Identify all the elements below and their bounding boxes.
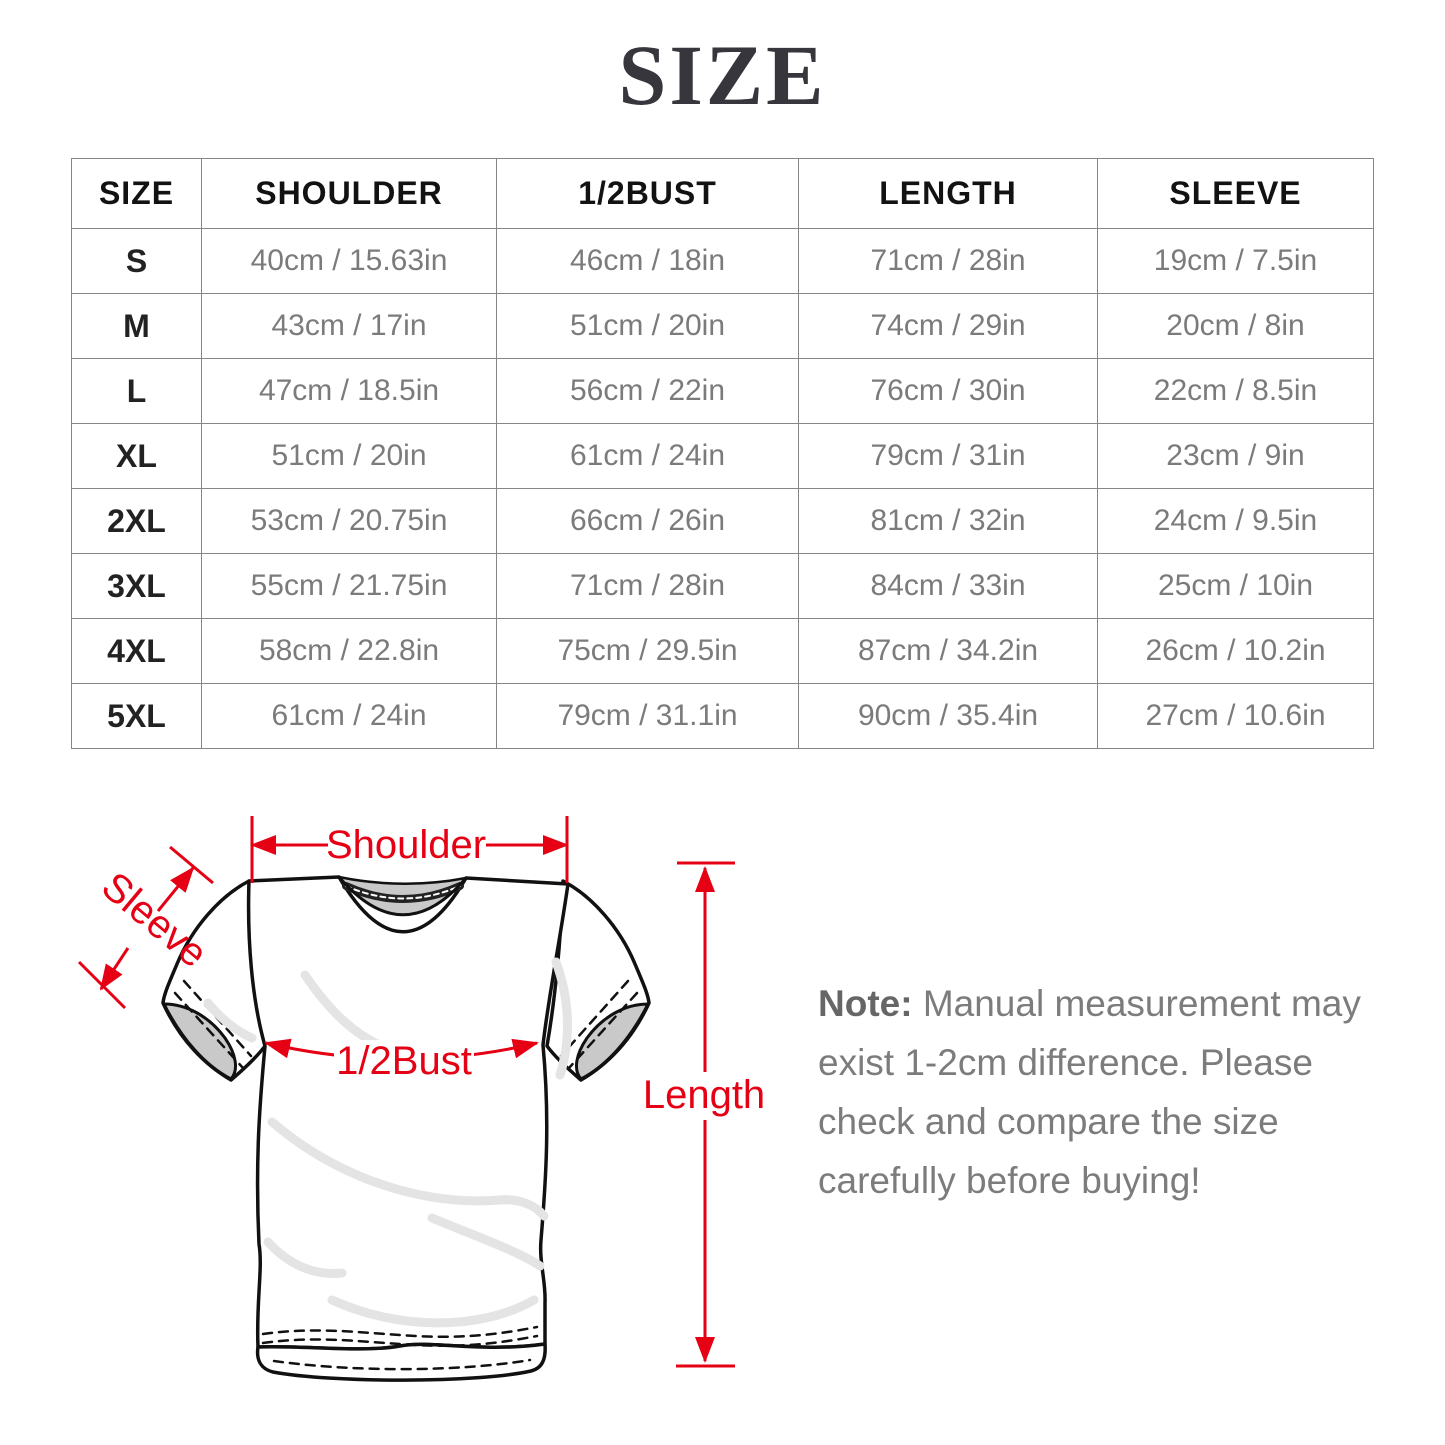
note-line: carefully before buying! [818, 1160, 1201, 1201]
length-arrow [643, 861, 767, 1368]
column-header-shoulder: SHOULDER [201, 158, 497, 229]
size-label: XL [71, 423, 202, 489]
tshirt-right-sleeve [545, 879, 651, 1082]
table-row: 5XL 61cm / 24in 79cm / 31.1in 90cm / 35.… [71, 683, 1374, 749]
shoulder-value: 58cm / 22.8in [201, 618, 497, 684]
shoulder-value: 43cm / 17in [201, 293, 497, 359]
sleeve-arrow [77, 845, 214, 1010]
sleeve-value: 27cm / 10.6in [1097, 683, 1374, 749]
column-header-length: LENGTH [798, 158, 1098, 229]
bust-value: 66cm / 26in [496, 488, 799, 554]
length-value: 79cm / 31in [798, 423, 1098, 489]
note-line: Note: Manual measurement may [818, 974, 1408, 1033]
size-table: SIZE SHOULDER 1/2BUST LENGTH SLEEVE S 40… [71, 158, 1374, 749]
sleeve-value: 24cm / 9.5in [1097, 488, 1374, 554]
shoulder-value: 40cm / 15.63in [201, 228, 497, 294]
bust-value: 51cm / 20in [496, 293, 799, 359]
column-header-bust: 1/2BUST [496, 158, 799, 229]
table-row: L 47cm / 18.5in 56cm / 22in 76cm / 30in … [71, 358, 1374, 424]
size-label: L [71, 358, 202, 424]
table-row: 4XL 58cm / 22.8in 75cm / 29.5in 87cm / 3… [71, 618, 1374, 684]
note-line: exist 1-2cm difference. Please [818, 1042, 1313, 1083]
shoulder-value: 53cm / 20.75in [201, 488, 497, 554]
sleeve-value: 26cm / 10.2in [1097, 618, 1374, 684]
length-value: 74cm / 29in [798, 293, 1098, 359]
tshirt-measurement-diagram: Shoulder Sleeve 1/2Bust Le [77, 816, 767, 1382]
size-label: S [71, 228, 202, 294]
bust-label: 1/2Bust [336, 1039, 472, 1083]
length-value: 76cm / 30in [798, 358, 1098, 424]
length-label: Length [643, 1073, 765, 1117]
sleeve-value: 25cm / 10in [1097, 553, 1374, 619]
length-value: 90cm / 35.4in [798, 683, 1098, 749]
tshirt-illustration [161, 875, 651, 1382]
tshirt-body [246, 875, 570, 1351]
table-row: XL 51cm / 20in 61cm / 24in 79cm / 31in 2… [71, 423, 1374, 489]
sleeve-value: 19cm / 7.5in [1097, 228, 1374, 294]
size-label: 3XL [71, 553, 202, 619]
bust-value: 61cm / 24in [496, 423, 799, 489]
length-value: 84cm / 33in [798, 553, 1098, 619]
table-row: 3XL 55cm / 21.75in 71cm / 28in 84cm / 33… [71, 553, 1374, 619]
shoulder-value: 51cm / 20in [201, 423, 497, 489]
sleeve-label: Sleeve [93, 864, 215, 976]
tshirt-collar [337, 875, 468, 917]
bust-value: 79cm / 31.1in [496, 683, 799, 749]
table-row: S 40cm / 15.63in 46cm / 18in 71cm / 28in… [71, 228, 1374, 294]
length-value: 81cm / 32in [798, 488, 1098, 554]
bust-value: 75cm / 29.5in [496, 618, 799, 684]
tshirt-hem [255, 1325, 547, 1382]
bust-value: 56cm / 22in [496, 358, 799, 424]
shoulder-value: 55cm / 21.75in [201, 553, 497, 619]
shoulder-arrow [250, 816, 569, 883]
length-value: 71cm / 28in [798, 228, 1098, 294]
measurement-note: Note: Manual measurement may exist 1-2cm… [818, 974, 1408, 1210]
table-row: M 43cm / 17in 51cm / 20in 74cm / 29in 20… [71, 293, 1374, 359]
size-label: 5XL [71, 683, 202, 749]
shoulder-value: 47cm / 18.5in [201, 358, 497, 424]
note-line: check and compare the size [818, 1101, 1279, 1142]
bust-value: 71cm / 28in [496, 553, 799, 619]
sleeve-value: 22cm / 8.5in [1097, 358, 1374, 424]
length-value: 87cm / 34.2in [798, 618, 1098, 684]
sleeve-value: 23cm / 9in [1097, 423, 1374, 489]
note-text: Manual measurement may [922, 983, 1361, 1024]
shoulder-value: 61cm / 24in [201, 683, 497, 749]
column-header-size: SIZE [71, 158, 202, 229]
bust-arrow [264, 1038, 539, 1082]
bust-value: 46cm / 18in [496, 228, 799, 294]
size-label: 2XL [71, 488, 202, 554]
shoulder-label: Shoulder [326, 823, 486, 867]
sleeve-value: 20cm / 8in [1097, 293, 1374, 359]
size-label: M [71, 293, 202, 359]
size-label: 4XL [71, 618, 202, 684]
table-row: 2XL 53cm / 20.75in 66cm / 26in 81cm / 32… [71, 488, 1374, 554]
table-header-row: SIZE SHOULDER 1/2BUST LENGTH SLEEVE [71, 158, 1374, 229]
page-title: SIZE [618, 27, 827, 123]
column-header-sleeve: SLEEVE [1097, 158, 1374, 229]
note-label: Note: [818, 983, 913, 1024]
